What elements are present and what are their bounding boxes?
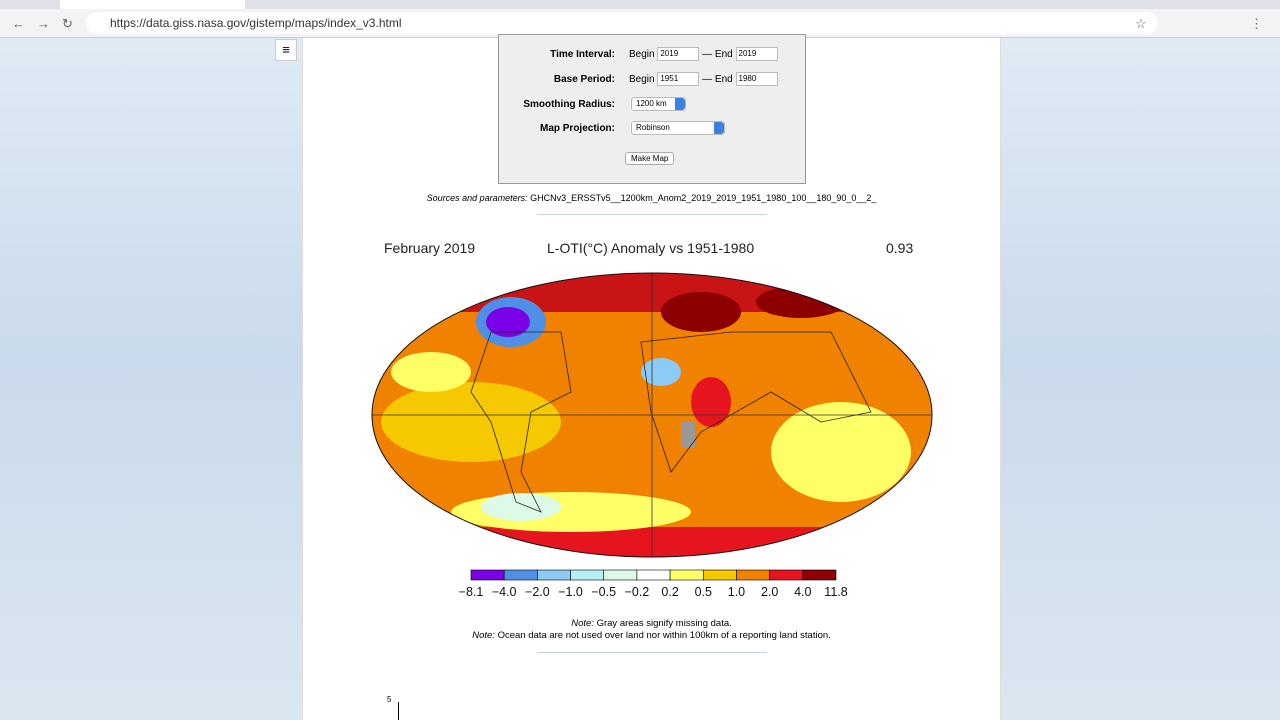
colorbar-label: 0.2 (661, 585, 678, 599)
input[interactable]: 2019 (657, 47, 700, 62)
menu-button[interactable]: ⋮ (1250, 16, 1263, 31)
color-swatch (570, 569, 605, 581)
colorbar-label: 11.8 (824, 585, 847, 599)
label: Map Projection: (539, 123, 615, 134)
text: End (714, 49, 733, 60)
colorbar-label: 0.5 (695, 585, 712, 599)
forward-button[interactable]: → (37, 16, 50, 31)
back-button[interactable]: ← (12, 16, 25, 31)
colorbar-label: −8.1 (459, 585, 484, 599)
tab-strip (0, 0, 1280, 9)
projection-row: Map Projection: Robinson (499, 121, 805, 137)
label: Base Period: (553, 74, 615, 85)
color-swatch (537, 569, 571, 581)
reload-button[interactable]: ↻ (62, 16, 73, 31)
smoothing-row: Smoothing Radius: 1200 km (499, 97, 805, 113)
label: Note: (472, 630, 495, 641)
text: Begin (629, 74, 655, 85)
side-menu-button[interactable]: ≡ (275, 39, 297, 61)
text: End (714, 74, 733, 85)
text: Gray areas signify missing data. (596, 618, 732, 629)
browser-chrome: ← → ↻ https://data.giss.nasa.gov/gistemp… (0, 0, 1280, 38)
map-mean: 0.93 (886, 240, 914, 256)
note: Note: Ocean data are not used over land … (303, 630, 1000, 641)
label: Smoothing Radius: (523, 99, 615, 110)
color-swatch (503, 569, 538, 581)
color-swatch (769, 569, 804, 581)
page-content: Time Interval: Begin 2019 — End 2019 Bas… (302, 34, 1001, 720)
color-swatch (669, 569, 704, 581)
inputs: Begin 2019 — End 2019 (629, 47, 778, 63)
sources: Sources and parameters: GHCNv3_ERSSTv5__… (303, 193, 1000, 203)
anomaly-map (371, 272, 933, 558)
tab[interactable] (60, 0, 245, 9)
label: Sources and parameters: (426, 193, 528, 203)
address-bar[interactable]: https://data.giss.nasa.gov/gistemp/maps/… (86, 12, 1158, 34)
text: Ocean data are not used over land nor wi… (497, 630, 831, 641)
colorbar-label: −0.5 (591, 585, 616, 599)
input[interactable]: 1951 (657, 72, 700, 87)
label: Note: (571, 618, 594, 629)
map-title: L-OTI(°C) Anomaly vs 1951-1980 (547, 240, 755, 256)
color-swatch (736, 569, 770, 581)
base-period-row: Base Period: Begin 1951 — End 1980 (499, 72, 805, 88)
text: — (702, 49, 713, 60)
color-swatch (802, 569, 837, 581)
colorbar-label: 4.0 (794, 585, 811, 599)
select[interactable]: 1200 km (631, 97, 686, 111)
text: — (702, 74, 713, 85)
note: Note: Gray areas signify missing data. (303, 618, 1000, 629)
color-swatch (636, 569, 671, 581)
inputs: Begin 1951 — End 1980 (629, 72, 778, 88)
time-interval-row: Time Interval: Begin 2019 — End 2019 (499, 47, 805, 63)
input[interactable]: 1980 (735, 72, 778, 87)
color-swatch (470, 569, 505, 581)
divider (537, 652, 767, 653)
color-swatch (603, 569, 638, 581)
make-map-button[interactable]: Make Map (625, 152, 675, 165)
colorbar-label: −2.0 (525, 585, 550, 599)
color-swatch (702, 569, 737, 581)
axis-line (398, 702, 399, 720)
colorbar-label: −4.0 (492, 585, 517, 599)
colorbar-label: −0.2 (625, 585, 650, 599)
text: GHCNv3_ERSSTv5__1200km_Anom2_2019_2019_1… (530, 193, 877, 203)
map-period: February 2019 (384, 240, 476, 256)
select[interactable]: Robinson (631, 121, 725, 135)
colorbar-label: −1.0 (558, 585, 583, 599)
colorbar-label: 2.0 (761, 585, 778, 599)
map-form: Time Interval: Begin 2019 — End 2019 Bas… (498, 34, 806, 184)
label: Time Interval: (550, 49, 615, 60)
bookmark-star[interactable]: ☆ (1135, 16, 1147, 31)
divider (537, 214, 767, 215)
colorbar-label: 1.0 (728, 585, 745, 599)
input[interactable]: 2019 (735, 47, 778, 62)
text: Begin (629, 49, 655, 60)
axis-tick: 5 (387, 695, 392, 704)
colorbar: −8.1 −4.0 −2.0 −1.0 −0.5 −0.2 0.2 0.5 1.0 2.0 4.0 1… (459, 569, 848, 599)
